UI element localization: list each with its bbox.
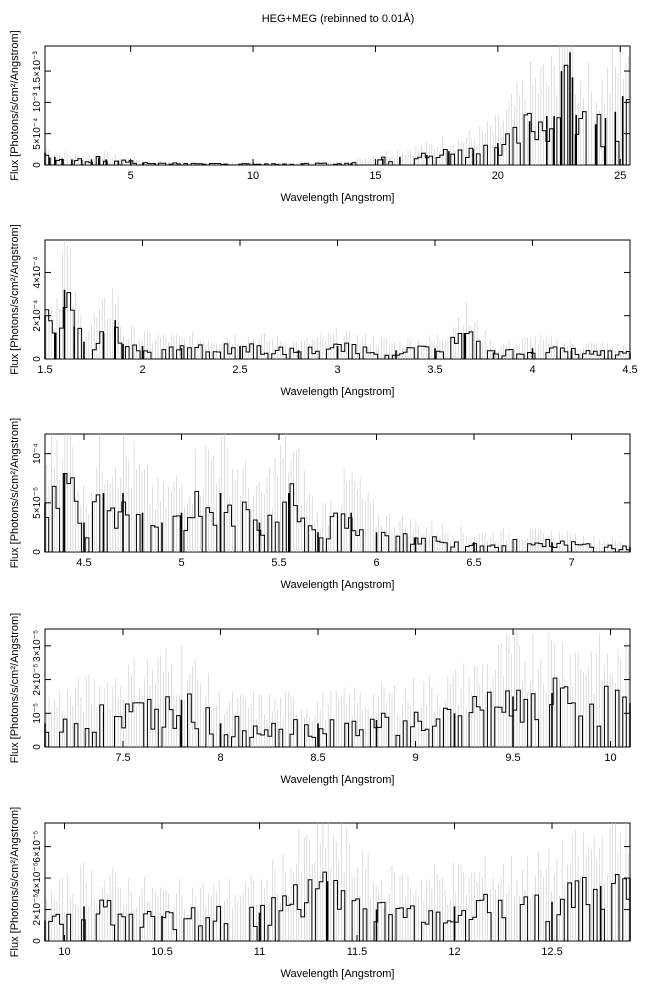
x-tick-label: 11.5	[347, 946, 368, 958]
y-tick-label: 0	[32, 744, 43, 750]
x-tick-label: 7	[568, 557, 574, 569]
x-tick-label: 10	[247, 170, 259, 182]
y-tick-label: 2×10⁻⁵	[32, 664, 43, 696]
plot-frame	[44, 45, 631, 166]
chart-panel-5: 10 10.5 11 11.5 12 12.5 0 2×10⁻⁵4×10⁻⁵6×10⁻⁵ Wav…	[9, 807, 631, 980]
plot-frame	[44, 628, 631, 748]
x-tick-label: 2	[139, 364, 145, 376]
flux-histogram	[44, 64, 631, 166]
x-axis-label: Wavelength [Angstrom]	[281, 968, 395, 980]
y-tick-label: 1.5×10⁻³	[32, 51, 43, 91]
flux-histogram	[44, 473, 631, 553]
y-tick-label: 0	[32, 549, 43, 555]
x-tick-label: 5	[178, 557, 184, 569]
x-axis-label: Wavelength [Angstrom]	[281, 386, 395, 398]
x-tick-label: 12.5	[541, 946, 562, 958]
chart-panel-4: 7.5 8 8.5 9 9.5 10 0 10⁻⁵ 2×10⁻⁵ 3×10⁻⁵ Wavelength…	[9, 613, 631, 786]
flux-histogram	[45, 871, 631, 942]
y-axis-label: Flux [Photons/s/cm²/Angstrom]	[9, 418, 21, 568]
x-tick-label: 11	[254, 946, 265, 958]
y-tick-label: 2×10⁻⁵	[32, 894, 43, 926]
x-tick-label: 20	[492, 170, 504, 182]
error-bars	[46, 46, 629, 165]
x-tick-label: 10	[58, 946, 70, 958]
x-axis-label: Wavelength [Angstrom]	[281, 579, 395, 591]
error-bars	[46, 434, 629, 552]
x-tick-label: 8	[217, 752, 223, 764]
x-tick-label: 7.5	[115, 752, 130, 764]
x-tick-label: 6.5	[466, 557, 481, 569]
x-tick-label: 5.5	[271, 557, 286, 569]
y-tick-label: 10⁻³	[32, 92, 43, 112]
x-tick-label: 2.5	[232, 364, 247, 376]
y-tick-label: 4×10⁻⁵	[32, 862, 43, 894]
y-tick-label: 2×10⁻⁴	[32, 300, 43, 332]
x-tick-label: 9.5	[505, 752, 520, 764]
chart-panel-3: 4.5 5 5.5 6 6.5 7 0 5×10⁻⁵ 10⁻⁴ Wavelength [Angst…	[9, 418, 631, 591]
chart-panel-2: 1.5 2 2.5 3 3.5 4 4.5 0 2×10⁻⁴ 4×10⁻⁴ Wavelength […	[9, 224, 638, 398]
flux-histogram	[44, 677, 630, 748]
x-tick-label: 15	[369, 170, 381, 182]
flux-histogram	[44, 292, 631, 360]
y-tick-label: 0	[32, 162, 43, 168]
x-tick-label: 3	[334, 364, 340, 376]
figure-title: HEG+MEG (rebinned to 0.01Å)	[262, 12, 415, 25]
x-tick-label: 4.5	[622, 364, 637, 376]
y-tick-label: 10⁻⁵	[32, 703, 43, 724]
x-tick-label: 4.5	[76, 557, 91, 569]
x-tick-label: 3.5	[427, 364, 442, 376]
x-axis-label: Wavelength [Angstrom]	[281, 192, 395, 204]
x-tick-label: 1.5	[37, 364, 52, 376]
error-bars	[46, 629, 629, 747]
y-axis-label: Flux [Photons/s/cm²/Angstrom]	[9, 613, 21, 763]
x-tick-label: 5	[128, 170, 134, 182]
y-tick-label: 3×10⁻⁵	[32, 630, 43, 662]
y-axis-label: Flux [Photons/s/cm²/Angstrom]	[9, 807, 21, 957]
x-tick-label: 6	[373, 557, 379, 569]
x-tick-label: 10.5	[151, 946, 172, 958]
y-tick-label: 0	[32, 938, 43, 944]
x-tick-label: 12	[448, 946, 460, 958]
plot-frame	[44, 239, 631, 360]
y-tick-label: 5×10⁻⁴	[32, 118, 43, 150]
x-tick-label: 25	[614, 170, 626, 182]
chart-panel-1: 5 10 15 20 25 0 5×10⁻⁴ 10⁻³1.5×10⁻³ Wavelength […	[9, 30, 631, 204]
y-axis-label: Flux [Photons/s/cm²/Angstrom]	[9, 224, 21, 374]
y-tick-label: 0	[32, 356, 43, 362]
x-axis-label: Wavelength [Angstrom]	[281, 774, 395, 786]
x-tick-label: 9	[412, 752, 418, 764]
y-tick-label: 6×10⁻⁵	[32, 831, 43, 863]
y-tick-label: 5×10⁻⁵	[32, 487, 43, 519]
error-bars	[46, 823, 629, 941]
x-tick-label: 10	[604, 752, 616, 764]
y-tick-label: 4×10⁻⁴	[32, 256, 43, 288]
y-axis-label: Flux [Photons/s/cm²/Angstrom]	[9, 30, 21, 180]
x-tick-label: 4	[529, 364, 535, 376]
x-tick-label: 8.5	[310, 752, 325, 764]
y-tick-label: 10⁻⁴	[32, 443, 43, 464]
error-bars	[46, 240, 629, 359]
